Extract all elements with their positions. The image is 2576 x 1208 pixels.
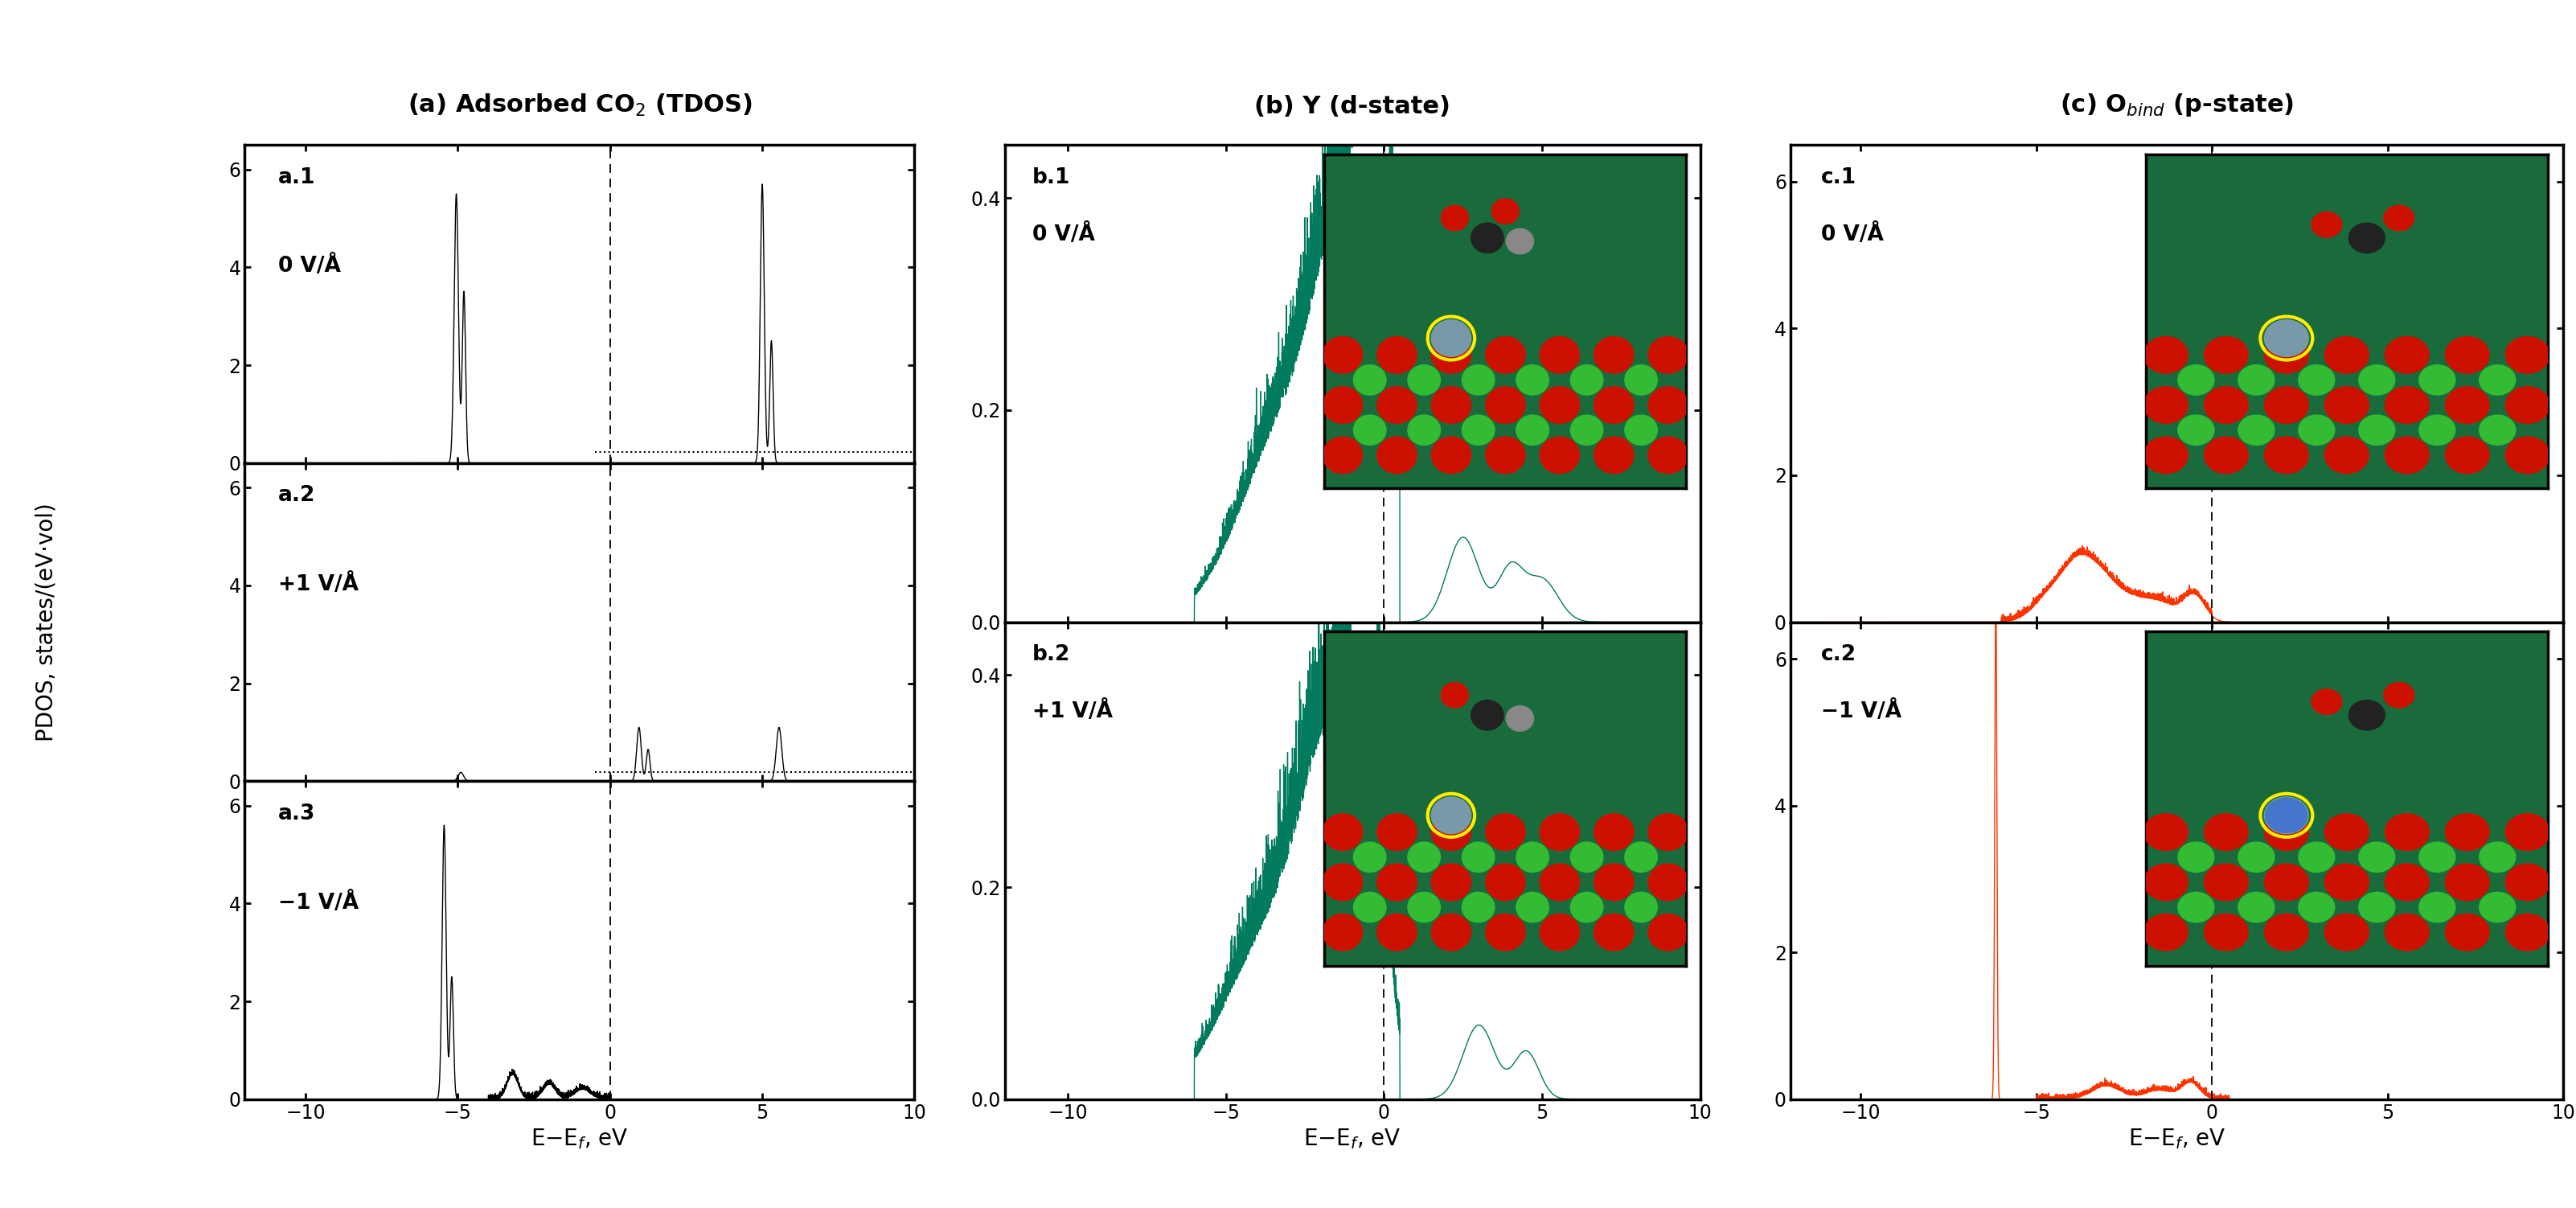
Text: a.1: a.1: [278, 167, 317, 188]
Text: (b) Y (d-state): (b) Y (d-state): [1255, 95, 1450, 118]
Text: b.2: b.2: [1033, 644, 1072, 666]
Text: −1 V/Å: −1 V/Å: [278, 892, 358, 913]
Text: +1 V/Å: +1 V/Å: [278, 574, 358, 596]
Text: a.3: a.3: [278, 803, 314, 824]
Text: 0 V/Å: 0 V/Å: [1033, 223, 1095, 245]
Text: −1 V/Å: −1 V/Å: [1821, 701, 1901, 722]
Text: a.2: a.2: [278, 486, 314, 506]
Text: +1 V/Å: +1 V/Å: [1033, 701, 1113, 722]
Text: 0 V/Å: 0 V/Å: [1821, 223, 1883, 245]
Text: PDOS, states/(eV·vol): PDOS, states/(eV·vol): [36, 503, 57, 742]
Text: (c) O$_{bind}$ (p-state): (c) O$_{bind}$ (p-state): [2061, 92, 2293, 118]
X-axis label: E−E$_f$, eV: E−E$_f$, eV: [531, 1127, 629, 1151]
Text: 0 V/Å: 0 V/Å: [278, 255, 340, 277]
X-axis label: E−E$_f$, eV: E−E$_f$, eV: [1303, 1127, 1401, 1151]
Text: c.1: c.1: [1821, 167, 1857, 188]
Text: (a) Adsorbed CO$_2$ (TDOS): (a) Adsorbed CO$_2$ (TDOS): [407, 93, 752, 118]
X-axis label: E−E$_f$, eV: E−E$_f$, eV: [2128, 1127, 2226, 1151]
Text: c.2: c.2: [1821, 644, 1857, 666]
Text: b.1: b.1: [1033, 167, 1072, 188]
